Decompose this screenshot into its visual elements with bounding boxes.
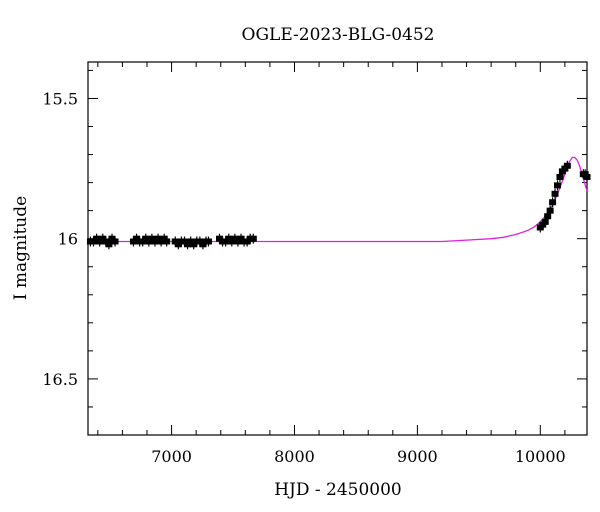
data-point: [249, 233, 257, 244]
data-point: [563, 160, 571, 171]
x-axis-label: HJD - 2450000: [274, 480, 402, 500]
point-marker: [554, 182, 562, 189]
point-marker: [549, 199, 557, 206]
x-tick-label: 7000: [151, 447, 192, 466]
y-tick-label: 16.5: [42, 370, 78, 389]
point-marker: [204, 238, 212, 245]
data-point: [554, 180, 562, 191]
point-marker: [111, 238, 119, 245]
point-marker: [551, 190, 559, 197]
plot-frame: [87, 61, 588, 436]
point-marker: [556, 173, 564, 180]
data-point: [583, 171, 591, 182]
x-tick-label: 9000: [397, 447, 438, 466]
x-tick-label: 10000: [515, 447, 566, 466]
data-point: [549, 197, 557, 208]
model-curve: [88, 156, 588, 243]
data-point: [111, 236, 119, 247]
point-marker: [105, 241, 113, 248]
point-marker: [563, 162, 571, 169]
data-points-layer: [86, 160, 591, 250]
y-tick-label: 16: [58, 230, 78, 249]
data-point: [551, 188, 559, 199]
tick-labels: 7000 8000 9000 10000 15.5 16 16.5: [42, 89, 565, 466]
axis-ticks: [88, 62, 587, 436]
data-point: [546, 205, 554, 216]
point-marker: [583, 173, 591, 180]
chart-title: OGLE-2023-BLG-0452: [242, 25, 435, 45]
model-curve-layer: [88, 156, 588, 243]
point-marker: [163, 238, 171, 245]
x-tick-label: 8000: [274, 447, 315, 466]
point-marker: [249, 235, 257, 242]
data-point: [204, 236, 212, 247]
y-axis-label: I magnitude: [11, 196, 31, 300]
point-marker: [546, 207, 554, 214]
point-marker: [541, 218, 549, 225]
y-tick-label: 15.5: [42, 89, 78, 108]
point-marker: [544, 213, 552, 220]
data-point: [163, 236, 171, 247]
